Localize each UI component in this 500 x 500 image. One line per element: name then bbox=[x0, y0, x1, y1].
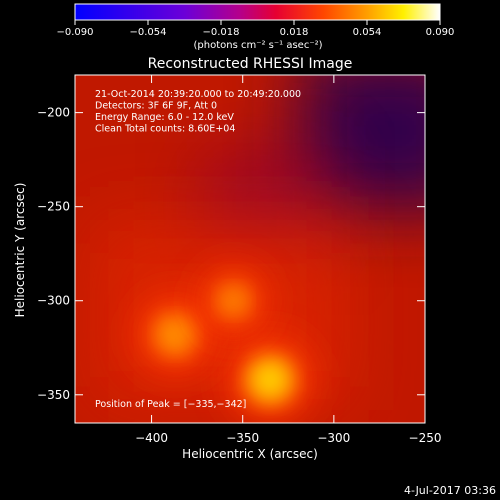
y-tick-label: −200 bbox=[37, 106, 70, 120]
x-tick-label: −400 bbox=[135, 431, 168, 445]
x-tick-label: −350 bbox=[226, 431, 259, 445]
colorbar-tick-label: −0.018 bbox=[202, 27, 239, 38]
plot-frame bbox=[74, 74, 426, 424]
x-tick-label: −250 bbox=[409, 431, 442, 445]
annotation-line: 21-Oct-2014 20:39:20.000 to 20:49:20.000 bbox=[95, 89, 301, 100]
x-axis-label: Heliocentric X (arcsec) bbox=[182, 447, 318, 461]
chart-title: Reconstructed RHESSI Image bbox=[148, 56, 353, 72]
source-layer bbox=[137, 267, 313, 423]
x-tick-label: −300 bbox=[317, 431, 350, 445]
source-core bbox=[161, 320, 190, 349]
colorbar: −0.090 −0.054 −0.018 0.018 0.054 0.090 (photo… bbox=[56, 3, 454, 51]
colorbar-gradient bbox=[74, 3, 441, 21]
y-axis-label: Heliocentric Y (arcsec) bbox=[13, 183, 27, 318]
colorbar-label: (photons cm⁻² s⁻¹ asec⁻²) bbox=[193, 40, 322, 51]
annotation-line: Clean Total counts: 8.60E+04 bbox=[95, 124, 235, 135]
colorbar-tick-label: 0.054 bbox=[353, 27, 382, 38]
colorbar-tick-label: −0.090 bbox=[56, 27, 93, 38]
source-core bbox=[252, 361, 289, 398]
x-axis-ticks: −400 −350 −300 −250 bbox=[135, 75, 441, 445]
source-core bbox=[222, 289, 245, 312]
image-area bbox=[75, 75, 425, 423]
y-axis-ticks: −200 −250 −300 −350 bbox=[37, 106, 425, 402]
colorbar-tick-label: 0.018 bbox=[280, 27, 309, 38]
y-tick-label: −300 bbox=[37, 294, 70, 308]
colorbar-tick-label: −0.054 bbox=[129, 27, 166, 38]
annotation-block: 21-Oct-2014 20:39:20.000 to 20:49:20.000… bbox=[95, 89, 301, 135]
y-tick-label: −250 bbox=[37, 200, 70, 214]
footer-date: 4-Jul-2017 03:36 bbox=[404, 484, 496, 497]
y-tick-label: −350 bbox=[37, 388, 70, 402]
peak-position-label: Position of Peak = [−335,−342] bbox=[95, 399, 246, 410]
annotation-line: Energy Range: 6.0 - 12.0 keV bbox=[95, 112, 234, 123]
colorbar-ticks: −0.090 −0.054 −0.018 0.018 0.054 0.090 bbox=[56, 20, 454, 38]
annotation-line: Detectors: 3F 6F 9F, Att 0 bbox=[95, 101, 217, 112]
colorbar-tick-label: 0.090 bbox=[426, 27, 455, 38]
